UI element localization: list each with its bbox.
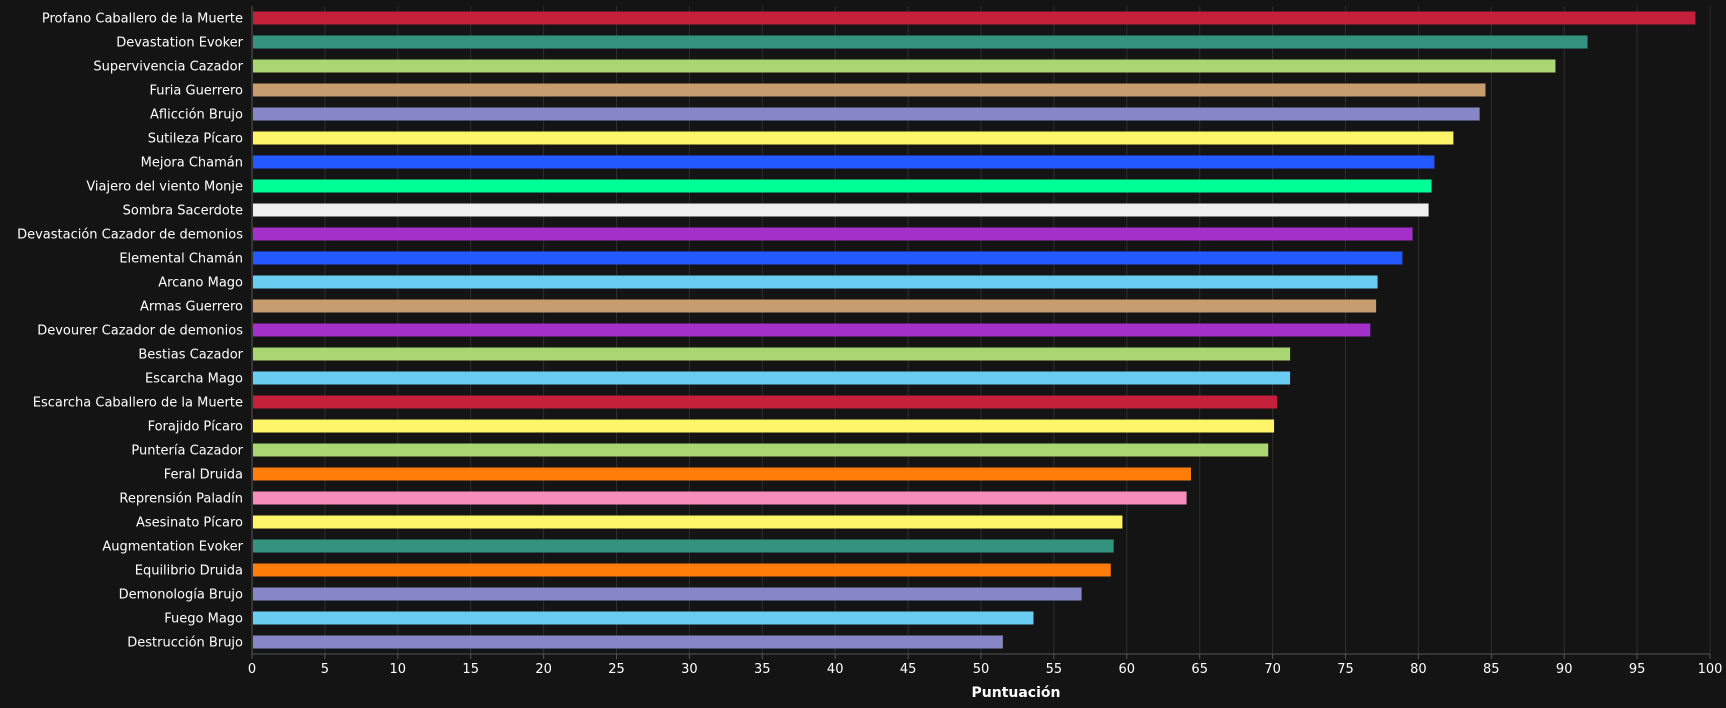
bar[interactable] xyxy=(253,155,1435,169)
bar[interactable] xyxy=(253,419,1275,433)
x-axis: 0 5 10 15 20 25 30 35 40 45 50 55 60 65 70 75 80 85 90 95 10… xyxy=(248,6,1723,677)
bar[interactable] xyxy=(253,515,1123,529)
category-label: Augmentation Evoker xyxy=(102,540,243,555)
category-label: Bestias Cazador xyxy=(138,348,243,363)
bars-group xyxy=(253,11,1696,649)
bar[interactable] xyxy=(253,131,1454,145)
category-label: Destrucción Brujo xyxy=(127,636,243,651)
x-tick-label: 20 xyxy=(535,662,552,677)
bar[interactable] xyxy=(253,395,1277,409)
category-label: Asesinato Pícaro xyxy=(136,516,243,531)
bar[interactable] xyxy=(253,323,1371,337)
x-tick-label: 10 xyxy=(390,662,407,677)
bar[interactable] xyxy=(253,83,1486,97)
bar[interactable] xyxy=(253,563,1111,577)
x-tick-label: 25 xyxy=(608,662,625,677)
x-tick-label: 30 xyxy=(681,662,698,677)
category-label: Feral Druida xyxy=(164,468,243,483)
bar[interactable] xyxy=(253,11,1696,25)
bar[interactable] xyxy=(253,59,1556,73)
bar[interactable] xyxy=(253,275,1378,289)
x-tick-label: 55 xyxy=(1046,662,1063,677)
bar[interactable] xyxy=(253,203,1429,217)
bar[interactable] xyxy=(253,539,1114,553)
category-label: Supervivencia Cazador xyxy=(93,60,243,75)
category-label: Furia Guerrero xyxy=(149,84,243,99)
bar[interactable] xyxy=(253,35,1588,49)
bar[interactable] xyxy=(253,587,1082,601)
category-label: Demonología Brujo xyxy=(119,588,243,603)
category-label: Escarcha Mago xyxy=(145,372,243,387)
category-label: Profano Caballero de la Muerte xyxy=(42,12,243,27)
x-tick-label: 15 xyxy=(462,662,479,677)
bar[interactable] xyxy=(253,107,1480,121)
x-tick-label: 95 xyxy=(1629,662,1646,677)
category-label: Fuego Mago xyxy=(164,612,243,627)
category-label: Sombra Sacerdote xyxy=(123,204,243,219)
x-tick-label: 70 xyxy=(1264,662,1281,677)
x-tick-label: 35 xyxy=(754,662,771,677)
x-tick-label: 90 xyxy=(1556,662,1573,677)
category-labels: Profano Caballero de la Muerte Devastatio… xyxy=(17,12,244,651)
bar[interactable] xyxy=(253,467,1191,481)
category-label: Sutileza Pícaro xyxy=(148,132,243,147)
category-label: Forajido Pícaro xyxy=(148,420,243,435)
x-axis-title: Puntuación xyxy=(972,685,1061,701)
bar[interactable] xyxy=(253,179,1432,193)
x-tick-label: 65 xyxy=(1191,662,1208,677)
category-label: Puntería Cazador xyxy=(131,444,243,459)
x-tick-label: 85 xyxy=(1483,662,1500,677)
bar[interactable] xyxy=(253,371,1291,385)
x-tick-label: 40 xyxy=(827,662,844,677)
category-label: Devastación Cazador de demonios xyxy=(17,228,243,243)
category-label: Devourer Cazador de demonios xyxy=(37,324,243,339)
category-label: Viajero del viento Monje xyxy=(86,180,243,195)
x-tick-label: 45 xyxy=(900,662,917,677)
x-tick-label: 100 xyxy=(1698,662,1723,677)
category-label: Elemental Chamán xyxy=(119,252,243,267)
bar[interactable] xyxy=(253,299,1377,313)
x-tick-label: 5 xyxy=(321,662,329,677)
x-tick-label: 0 xyxy=(248,662,256,677)
x-tick-label: 75 xyxy=(1337,662,1354,677)
category-label: Mejora Chamán xyxy=(141,156,243,171)
bar[interactable] xyxy=(253,251,1403,265)
category-label: Aflicción Brujo xyxy=(150,108,243,123)
category-label: Escarcha Caballero de la Muerte xyxy=(33,396,243,411)
category-label: Devastation Evoker xyxy=(116,36,243,51)
bar[interactable] xyxy=(253,611,1034,625)
category-label: Armas Guerrero xyxy=(140,300,243,315)
x-tick-label: 80 xyxy=(1410,662,1427,677)
bar[interactable] xyxy=(253,491,1187,505)
category-label: Reprensión Paladín xyxy=(119,492,243,507)
bar[interactable] xyxy=(253,227,1413,241)
x-tick-label: 60 xyxy=(1119,662,1136,677)
category-label: Arcano Mago xyxy=(158,276,243,291)
bar[interactable] xyxy=(253,443,1269,457)
category-label: Equilibrio Druida xyxy=(135,564,243,579)
bar[interactable] xyxy=(253,635,1003,649)
x-tick-label: 50 xyxy=(973,662,990,677)
bar[interactable] xyxy=(253,347,1291,361)
